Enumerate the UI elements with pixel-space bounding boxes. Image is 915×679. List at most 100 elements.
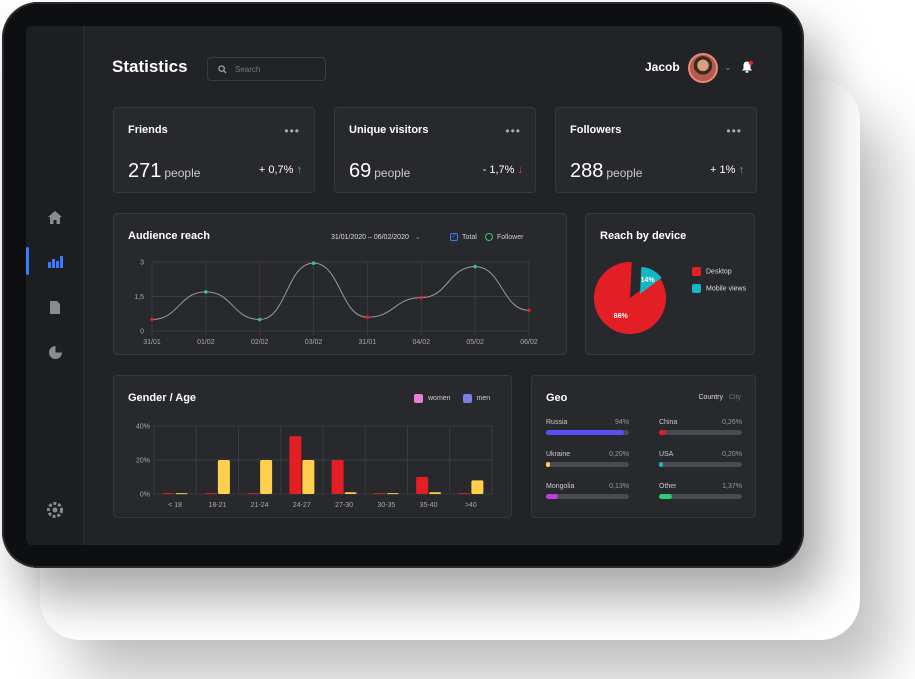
legend-follower-label: Follower [497,233,524,241]
geo-item-label: Other [659,483,677,490]
x-tick-label: 18-21 [208,502,226,509]
bar [416,477,429,494]
user-name[interactable]: Jacob [645,60,680,74]
stat-unit: people [374,166,411,180]
series-line [151,262,530,321]
x-tick-label: 03/02 [305,339,323,346]
y-tick-label: 40% [136,424,150,431]
x-tick-label: 30-35 [377,502,395,509]
pie-chart-icon[interactable] [45,342,65,362]
bar [302,460,315,494]
chevron-down-icon[interactable]: ⌄ [724,62,732,72]
data-point [473,264,477,269]
geo-progress-track [546,462,629,467]
checkbox-icon[interactable]: ✓ [450,233,458,241]
sidebar [26,26,84,545]
more-options-icon[interactable]: ••• [505,124,521,138]
sidebar-active-indicator [26,247,29,275]
geo-progress-track [659,430,742,435]
x-tick-label: >40 [465,502,477,509]
geo-title: Geo [546,392,568,404]
bar [471,480,484,494]
gender-age-bar-chart: 0% 20% 40% < 18 18-21 21-24 24-27 27-30 30-35 35-… [136,424,493,509]
geo-progress-fill [546,494,558,499]
stat-unit: people [164,166,201,180]
geo-item-label: Ukraine [546,451,571,458]
geo-item-pct: 0,26% [722,419,742,426]
legend-women-label: women [428,395,451,403]
geo-progress-fill [659,430,666,435]
bar [373,493,386,495]
bar-chart-icon[interactable] [45,251,65,271]
geo-progress-fill [546,430,625,435]
legend-desktop: Desktop [692,267,746,276]
geo-item-pct: 0,20% [722,451,742,458]
more-options-icon[interactable]: ••• [284,124,300,138]
geo-progress-fill [546,462,551,467]
more-options-icon[interactable]: ••• [726,124,742,138]
data-point [150,317,154,322]
arrow-up-icon: ↑ [738,164,745,176]
home-icon[interactable] [45,207,65,227]
page-title: Statistics [112,57,188,76]
radio-icon[interactable] [485,233,493,241]
gender-age-card: Gender / Age women men 0% 20% 40% < 18 18-21… [113,375,512,518]
legend-women: women [414,394,451,403]
x-tick-label: 01/02 [197,339,215,346]
search-input[interactable] [235,64,315,74]
gender-title: Gender / Age [128,392,197,404]
geo-item-pct: 94% [614,419,629,426]
document-icon[interactable] [45,297,65,317]
y-tick-label: 0 [140,329,144,336]
data-point [257,317,262,322]
stat-title: Unique visitors [349,124,429,136]
geo-progress-track [659,462,742,467]
legend-desktop-label: Desktop [706,268,732,276]
x-tick-label: 35-40 [420,502,438,509]
geo-item-label: Mongolia [546,483,575,490]
avatar[interactable] [688,53,718,83]
tab-country[interactable]: Country [698,394,723,401]
bar [429,492,442,494]
date-range-label: 31/01/2020 – 06/02/2020 [331,234,409,241]
device-title: Reach by device [600,230,687,242]
search-box[interactable] [207,57,326,81]
stat-value: 288 [570,160,604,182]
bar [331,460,344,494]
bar [175,493,188,495]
pie-slice-label: 14% [641,277,656,284]
pie-slice-mobile [640,267,662,294]
x-tick-label: 02/02 [251,339,269,346]
stat-title: Friends [128,124,168,136]
geo-item-pct: 0,13% [609,483,629,490]
reach-by-device-card: Reach by device 86% 14% Desktop Mobile vi… [585,213,755,355]
geo-progress-track [546,494,629,499]
x-tick-label: 04/02 [413,339,431,346]
stat-delta: + 0,7% [258,164,294,176]
geo-progress-fill [659,494,673,499]
legend-total-label: Total [462,233,477,241]
bar [344,492,357,494]
stat-title: Followers [570,124,622,136]
date-range-picker[interactable]: 31/01/2020 – 06/02/2020 ⌄ [331,233,421,241]
tab-city[interactable]: City [728,394,741,401]
stat-card-friends: Friends ••• 271 people + 0,7% ↑ [113,107,315,193]
bar [217,460,230,494]
x-tick-label: 31/01 [359,339,377,346]
y-tick-label: 1,5 [134,294,144,301]
geo-item-label: China [659,419,678,426]
data-point [527,308,531,313]
bell-icon[interactable] [740,60,754,74]
geo-item-pct: 1,37% [722,483,742,490]
legend-mobile: Mobile views [692,284,746,293]
y-tick-label: 20% [136,458,150,465]
legend-total[interactable]: ✓ Total [450,233,477,241]
legend-follower[interactable]: Follower [485,233,523,241]
stat-value: 271 [128,160,162,182]
data-point [365,315,370,319]
legend-men-label: men [476,395,491,403]
legend-mobile-label: Mobile views [706,285,747,293]
settings-icon[interactable] [45,500,65,520]
geo-item-label: USA [659,451,674,458]
y-tick-label: 0% [140,492,150,499]
